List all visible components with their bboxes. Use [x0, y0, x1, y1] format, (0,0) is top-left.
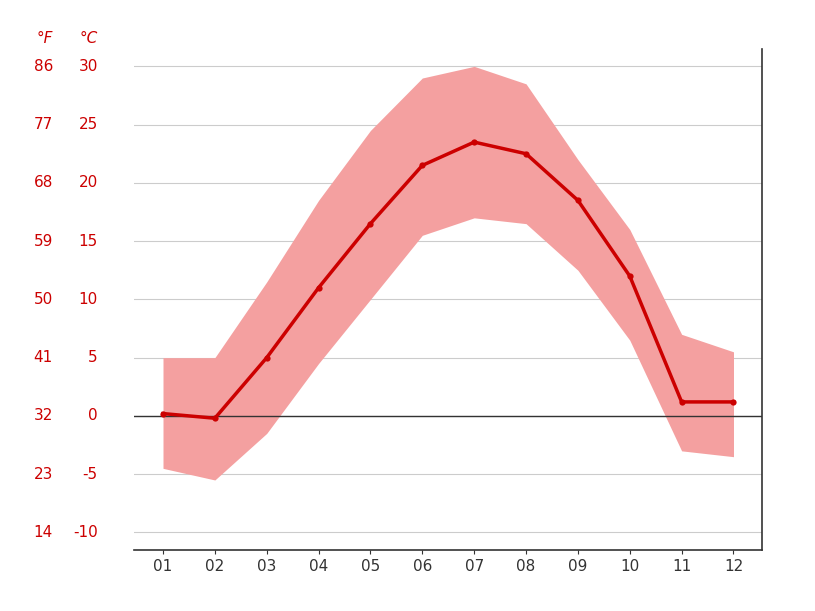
- Text: 23: 23: [33, 467, 53, 481]
- Text: 68: 68: [33, 175, 53, 191]
- Text: 25: 25: [78, 117, 98, 132]
- Text: 41: 41: [33, 350, 53, 365]
- Text: -5: -5: [82, 467, 98, 481]
- Text: -10: -10: [73, 525, 98, 540]
- Text: 77: 77: [33, 117, 53, 132]
- Text: 14: 14: [33, 525, 53, 540]
- Text: 50: 50: [33, 292, 53, 307]
- Text: 15: 15: [78, 233, 98, 249]
- Text: 86: 86: [33, 59, 53, 74]
- Text: 30: 30: [78, 59, 98, 74]
- Text: 20: 20: [78, 175, 98, 191]
- Text: 32: 32: [33, 408, 53, 423]
- Text: 59: 59: [33, 233, 53, 249]
- Text: 0: 0: [88, 408, 98, 423]
- Text: 5: 5: [88, 350, 98, 365]
- Text: °C: °C: [80, 31, 98, 46]
- Text: °F: °F: [37, 31, 53, 46]
- Text: 10: 10: [78, 292, 98, 307]
